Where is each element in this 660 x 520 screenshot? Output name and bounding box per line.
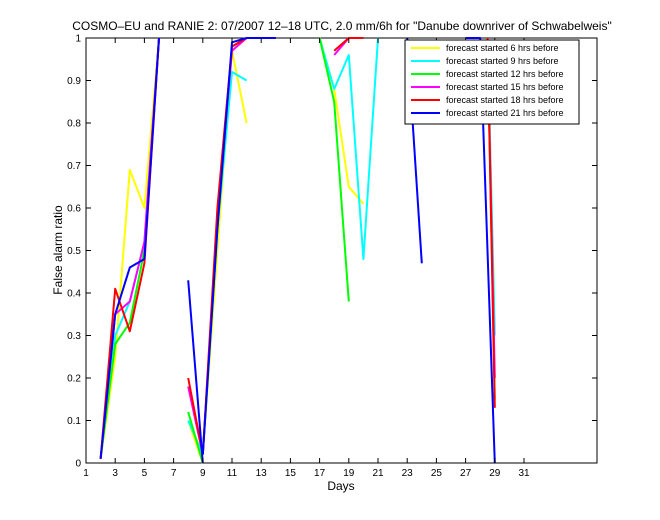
legend-box [404, 39, 580, 125]
legend-label-3: forecast started 15 hrs before [446, 82, 564, 92]
x-tick-label-15: 31 [518, 468, 530, 479]
series-1-line-3 [318, 37, 379, 260]
y-tick-label-5: 0.5 [67, 246, 81, 257]
legend-label-2: forecast started 12 hrs before [446, 69, 564, 79]
x-tick-label-9: 19 [343, 468, 355, 479]
x-tick-label-6: 13 [256, 468, 268, 479]
x-tick-label-12: 25 [431, 468, 443, 479]
x-tick-label-4: 9 [200, 468, 206, 479]
series-5-line-4 [465, 37, 496, 464]
legend: forecast started 6 hrs before forecast st… [404, 39, 580, 125]
series-5-line-1 [187, 280, 204, 464]
y-tick-label-4: 0.4 [67, 289, 81, 300]
series-0-line-0 [99, 37, 160, 459]
y-tick-label-6: 0.6 [67, 204, 81, 215]
y-tick-label-8: 0.8 [67, 119, 81, 130]
x-tick-label-14: 29 [489, 468, 501, 479]
legend-label-4: forecast started 18 hrs before [446, 95, 564, 105]
x-tick-label-3: 7 [171, 468, 177, 479]
x-tick-label-1: 3 [112, 468, 118, 479]
y-tick-label-3: 0.3 [67, 331, 81, 342]
y-tick-label-2: 0.2 [67, 374, 81, 385]
x-tick-label-0: 1 [83, 468, 89, 479]
legend-label-0: forecast started 6 hrs before [446, 43, 559, 53]
y-tick-label-10: 1 [75, 34, 81, 45]
x-tick-label-10: 21 [372, 468, 384, 479]
series-5-line-0 [99, 37, 160, 459]
x-tick-label-8: 17 [314, 468, 326, 479]
y-tick-label-7: 0.7 [67, 161, 81, 172]
series-2-line-1 [187, 411, 204, 464]
y-axis-label: False alarm ratio [51, 205, 65, 295]
x-tick-label-11: 23 [402, 468, 414, 479]
legend-label-1: forecast started 9 hrs before [446, 56, 559, 66]
x-tick-label-13: 27 [460, 468, 472, 479]
x-tick-label-5: 11 [227, 468, 238, 479]
y-tick-label-1: 0.1 [67, 416, 81, 427]
x-axis-label: Days [327, 479, 354, 493]
x-tick-label-2: 5 [142, 468, 148, 479]
y-tick-label-0: 0 [75, 459, 81, 470]
series-2-line-3 [318, 37, 350, 302]
axes-layer: 1 3 5 7 9 11 13 15 17 19 21 23 25 27 29 3100.10.20.30.4… [67, 34, 597, 479]
y-tick-label-9: 0.9 [67, 76, 81, 87]
chart-title: COSMO–EU and RANIE 2: 07/2007 12–18 UTC,… [72, 19, 611, 33]
legend-label-5: forecast started 21 hrs before [446, 108, 564, 118]
x-tick-label-7: 15 [285, 468, 297, 479]
